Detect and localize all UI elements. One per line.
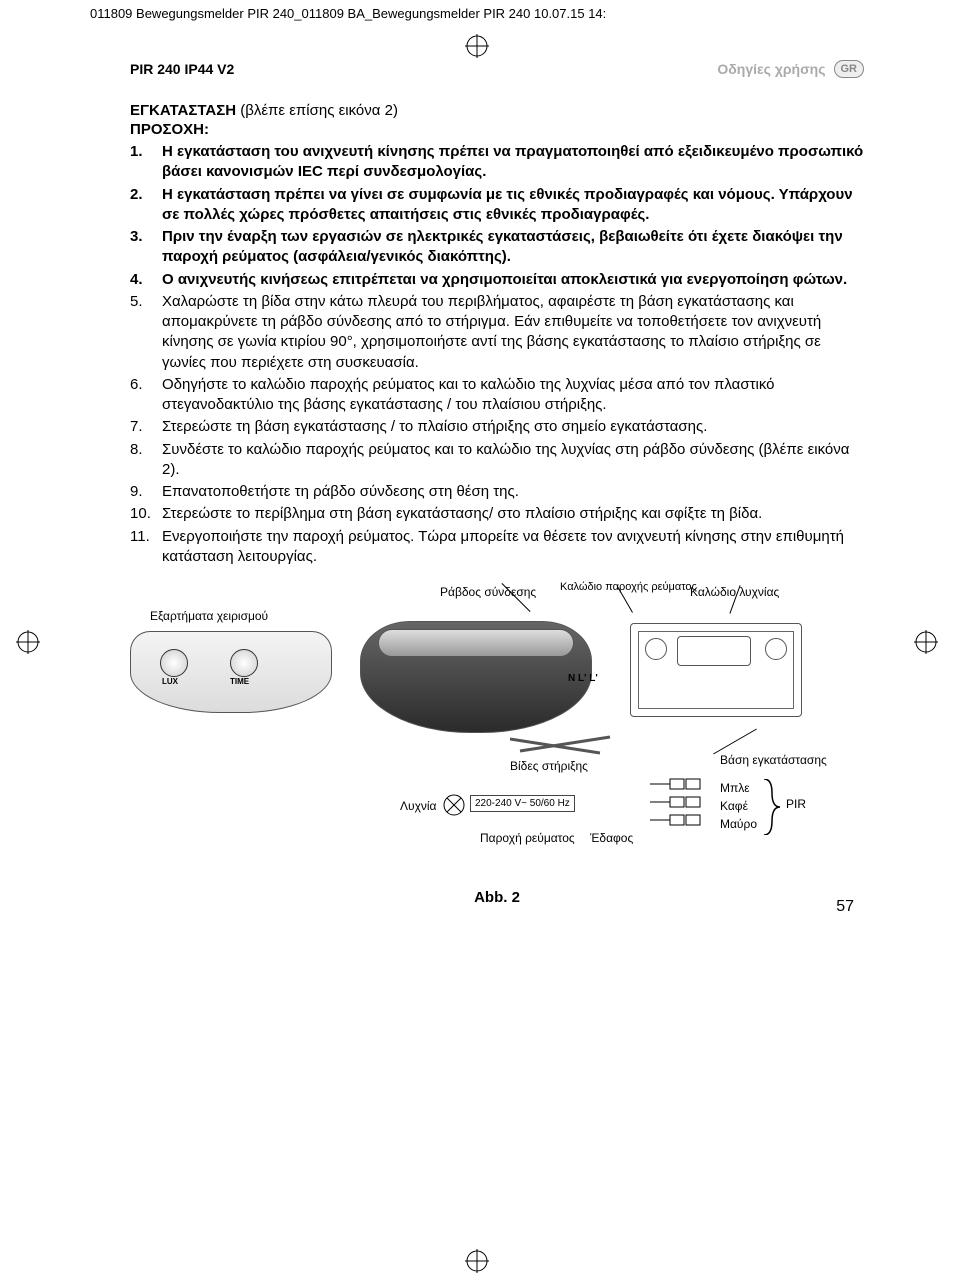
step-item: Συνδέστε το καλώδιο παροχής ρεύματος και… [130, 440, 864, 481]
page-number: 57 [836, 898, 854, 916]
mounting-base-inner [638, 631, 794, 709]
steps-list: Η εγκατάσταση του ανιχνευτή κίνησης πρέπ… [130, 142, 864, 567]
product-title: PIR 240 IP44 V2 [130, 61, 234, 77]
label-screws: Βίδες στήριξης [510, 759, 588, 773]
label-controls: Εξαρτήματα χειρισμού [150, 609, 268, 623]
crop-mark-right [914, 630, 938, 654]
lamp-icon [442, 793, 466, 817]
crop-mark-left [16, 630, 40, 654]
label-ground: Έδαφος [590, 831, 633, 845]
leader-line [713, 729, 757, 755]
language-badge: GR [834, 60, 865, 78]
figure-caption: Abb. 2 [130, 889, 864, 906]
step-item: Οδηγήστε το καλώδιο παροχής ρεύματος και… [130, 375, 864, 416]
control-body [130, 631, 332, 713]
step-item: Επανατοποθετήστε τη ράβδο σύνδεσης στη θ… [130, 482, 864, 502]
step-item: Ο ανιχνευτής κινήσεως επιτρέπεται να χρη… [130, 270, 864, 290]
section-title-rest: (βλέπε επίσης εικόνα 2) [236, 102, 398, 119]
page-container: 011809 Bewegungsmelder PIR 240_011809 BA… [0, 0, 954, 946]
label-black: Μαύρο [720, 817, 757, 831]
lux-label: LUX [162, 677, 178, 686]
crop-mark-top [465, 34, 489, 58]
step-item: Στερεώστε το περίβλημα στη βάση εγκατάστ… [130, 504, 864, 524]
spec-box: 220-240 V~ 50/60 Hz [470, 795, 575, 812]
page-header: PIR 240 IP44 V2 Οδηγίες χρήσης GR [130, 60, 864, 78]
label-base: Βάση εγκατάστασης [720, 753, 827, 767]
time-knob [230, 649, 258, 677]
section-title-bold: ΕΓΚΑΤΑΣΤΑΣΗ [130, 102, 236, 119]
step-item: Η εγκατάσταση του ανιχνευτή κίνησης πρέπ… [130, 142, 864, 183]
label-power-supply: Παροχή ρεύματος [480, 831, 575, 845]
section-title: ΕΓΚΑΤΑΣΤΑΣΗ (βλέπε επίσης εικόνα 2) [130, 102, 864, 119]
label-blue: Μπλε [720, 781, 750, 795]
nll-label: N L' L' [568, 673, 598, 684]
label-pir: PIR [786, 797, 806, 811]
crop-mark-bottom [465, 1249, 489, 1273]
step-item: Ενεργοποιήστε την παροχή ρεύματος. Τώρα … [130, 527, 864, 568]
label-connector: Ράβδος σύνδεσης [440, 585, 536, 599]
step-item: Πριν την έναρξη των εργασιών σε ηλεκτρικ… [130, 227, 864, 268]
terminal-blocks [650, 777, 710, 837]
print-header-line: 011809 Bewegungsmelder PIR 240_011809 BA… [90, 6, 606, 21]
brace-icon [762, 779, 782, 835]
step-item: Στερεώστε τη βάση εγκατάστασης / το πλαί… [130, 417, 864, 437]
screws-icon [510, 731, 630, 761]
usage-label: Οδηγίες χρήσης [717, 61, 825, 77]
label-power-cable: Καλώδιο παροχής ρεύματος [560, 581, 697, 593]
time-label: TIME [230, 677, 249, 686]
step-item: Χαλαρώστε τη βίδα στην κάτω πλευρά του π… [130, 292, 864, 373]
attention-label: ΠΡΟΣΟΧΗ: [130, 121, 864, 138]
sensor-body-top [378, 629, 574, 657]
label-brown: Καφέ [720, 799, 748, 813]
step-item: Η εγκατάσταση πρέπει να γίνει σε συμφωνί… [130, 185, 864, 226]
label-lamp: Λυχνία [400, 799, 436, 813]
figure-area: Εξαρτήματα χειρισμού Ράβδος σύνδεσης Καλ… [130, 581, 864, 881]
lux-knob [160, 649, 188, 677]
